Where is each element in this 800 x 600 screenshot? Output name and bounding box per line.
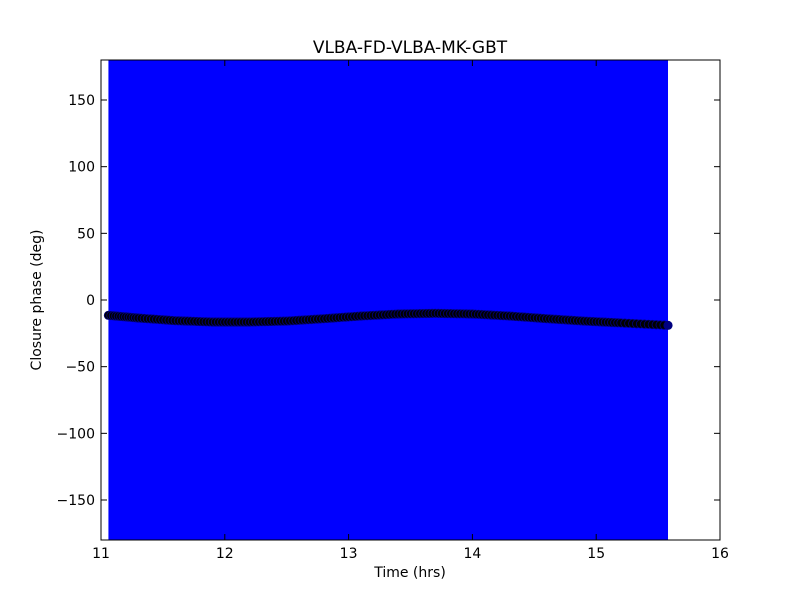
y-tick-label: 0 (86, 293, 95, 309)
chart-title: VLBA-FD-VLBA-MK-GBT (313, 38, 508, 58)
x-tick-label: 12 (216, 546, 234, 562)
y-tick-label: −50 (65, 360, 95, 376)
x-tick-label: 13 (340, 546, 358, 562)
y-tick-label: −100 (57, 426, 95, 442)
x-tick-label: 14 (463, 546, 481, 562)
y-axis-title: Closure phase (deg) (29, 230, 45, 371)
y-tick-label: 50 (77, 226, 95, 242)
x-tick-label: 11 (92, 546, 110, 562)
y-tick-label: 100 (68, 160, 95, 176)
y-tick-label: −150 (57, 493, 95, 509)
error-band (108, 60, 669, 540)
x-axis-title: Time (hrs) (373, 565, 446, 581)
x-tick-label: 16 (711, 546, 729, 562)
x-tick-label: 15 (587, 546, 605, 562)
plot-area: 11 12 13 14 15 16 150 100 50 0 −50 −100 −150 (57, 59, 729, 562)
y-tick-label: 150 (68, 93, 95, 109)
data-point (663, 320, 673, 330)
